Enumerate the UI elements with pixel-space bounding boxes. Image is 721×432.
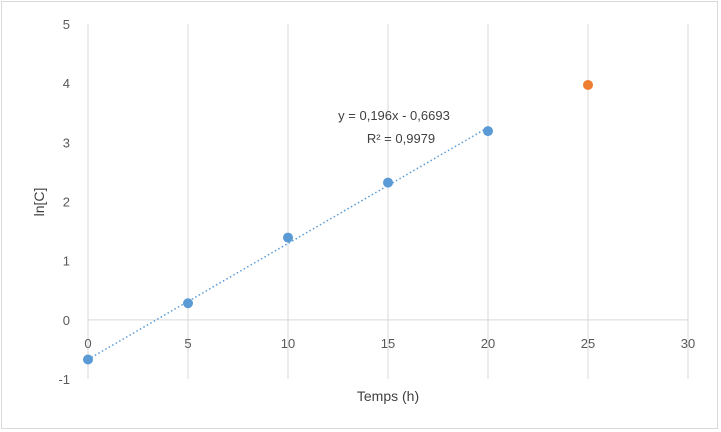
y-tick-label-0: 0 <box>63 313 70 328</box>
data-points <box>83 79 593 365</box>
data-point-s0-1 <box>183 298 193 309</box>
x-tick-label-30: 30 <box>681 336 695 351</box>
x-tick-label-0: 0 <box>84 336 91 351</box>
data-point-s0-4 <box>483 126 493 137</box>
y-tick-label-5: 5 <box>63 17 70 32</box>
y-axis-title: ln[C] <box>31 188 47 217</box>
y-tick-label--1: -1 <box>58 372 70 387</box>
x-tick-label-20: 20 <box>481 336 495 351</box>
trendline <box>87 126 489 361</box>
trendline-r2: R² = 0,9979 <box>367 131 435 146</box>
y-tick-label-2: 2 <box>63 195 70 210</box>
x-tick-label-25: 25 <box>581 336 595 351</box>
trendline-equation: y = 0,196x - 0,6693 <box>338 108 450 123</box>
y-tick-label-3: 3 <box>63 135 70 150</box>
x-tick-labels: 0 5 10 15 20 25 30 <box>84 336 695 351</box>
x-tick-label-5: 5 <box>184 336 191 351</box>
data-point-s0-3 <box>383 177 393 188</box>
y-tick-label-4: 4 <box>63 76 70 91</box>
x-tick-label-10: 10 <box>281 336 295 351</box>
data-point-s0-0 <box>83 354 93 365</box>
y-tick-label-1: 1 <box>63 254 70 269</box>
grid-lines <box>87 24 689 379</box>
x-axis-title: Temps (h) <box>357 388 419 404</box>
y-tick-labels: -1 0 1 2 3 4 5 <box>58 17 70 387</box>
data-point-s1-0 <box>583 79 593 90</box>
x-tick-label-15: 15 <box>381 336 395 351</box>
data-point-s0-2 <box>283 232 293 243</box>
trendline-layer <box>87 126 489 361</box>
